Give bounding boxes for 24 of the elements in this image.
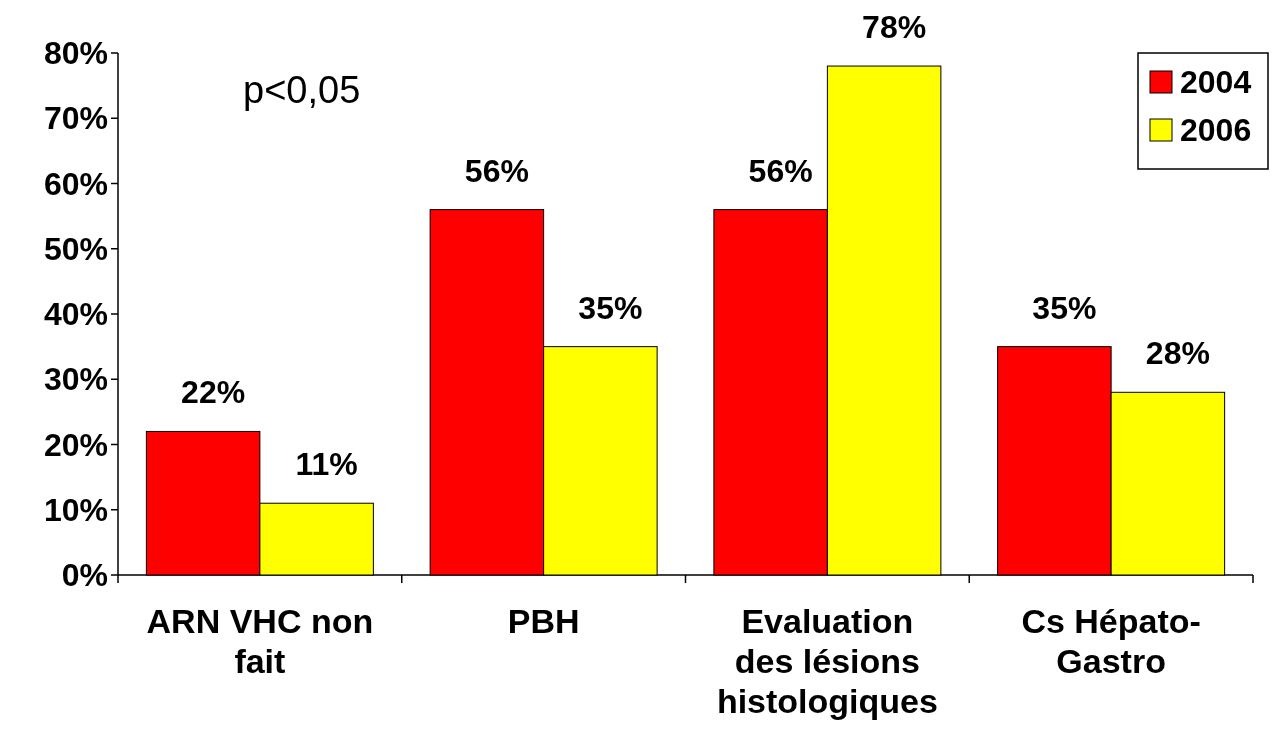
data-label: 11%	[295, 446, 358, 483]
legend-label: 2004	[1180, 64, 1252, 101]
y-tick-label: 30%	[43, 361, 108, 398]
y-tick-label: 70%	[43, 100, 108, 137]
x-tick-label: Evaluation des lésions histologiques	[716, 602, 938, 720]
y-tick-label: 80%	[43, 35, 108, 72]
y-tick-label: 50%	[43, 230, 108, 267]
y-tick-label: 20%	[43, 426, 108, 463]
data-label: 78%	[862, 9, 927, 46]
data-label: 28%	[1145, 335, 1210, 372]
data-label: 56%	[748, 152, 813, 189]
y-tick-label: 10%	[43, 491, 108, 528]
data-label: 35%	[578, 289, 643, 326]
x-tick-label: PBH	[507, 602, 580, 640]
x-tick-label: ARN VHC non fait	[146, 602, 374, 680]
data-label: 56%	[464, 152, 529, 189]
y-tick-label: 40%	[43, 296, 108, 333]
y-tick-label: 60%	[43, 165, 108, 202]
data-label: 35%	[1032, 289, 1097, 326]
x-tick-label: Cs Hépato-Gastro	[1021, 602, 1201, 680]
legend-label: 2006	[1180, 112, 1252, 149]
data-label: 22%	[181, 374, 246, 411]
y-tick-label: 0%	[61, 557, 108, 594]
annotation: p<0,05	[243, 69, 361, 111]
